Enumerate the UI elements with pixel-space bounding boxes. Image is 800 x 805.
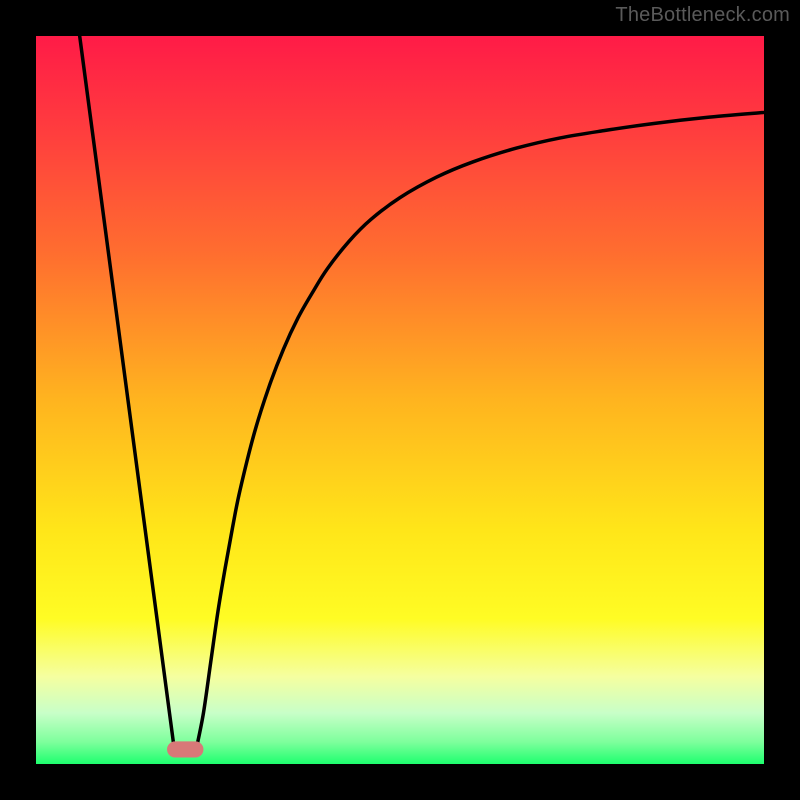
chart-background [36, 36, 764, 764]
watermark-text: TheBottleneck.com [615, 4, 790, 27]
optimal-marker [167, 741, 203, 757]
bottleneck-chart: TheBottleneck.com [0, 0, 800, 800]
chart-canvas [0, 0, 800, 800]
